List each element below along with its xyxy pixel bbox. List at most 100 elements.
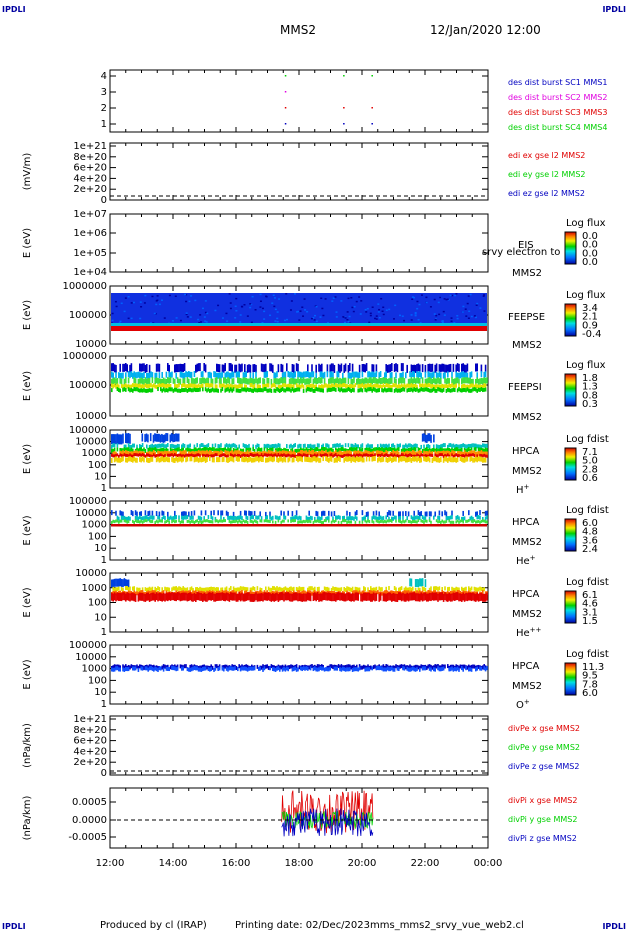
spectrogram-cell [188,519,190,523]
spectrogram-cell [342,316,345,318]
spectrogram-cell [287,667,289,672]
spectrogram-cell [276,457,278,463]
spacecraft-label-eis: MMS2 [512,268,542,279]
spectrogram-cell [358,371,361,378]
spectrogram-cell [368,520,371,524]
spectrogram-cell [143,593,145,602]
spectrogram-cell [379,371,382,378]
spectrogram-cell [158,519,161,523]
spectrogram-cell [273,388,275,393]
spectrogram-cell [228,443,231,448]
spectrogram-cell [402,444,404,449]
spectrogram-cell [263,384,266,389]
spectrogram-cell [262,388,264,393]
spectrogram-cell [395,387,397,392]
spectrogram-cell [155,454,158,458]
species-charge: + [524,698,530,706]
spectrogram-cell [435,519,438,523]
spectrogram-cell [337,515,340,520]
spectrogram-cell [407,587,410,592]
spectrogram-cell [237,453,239,457]
spectrogram-cell [266,592,268,601]
spectrogram-cell [458,520,460,524]
spectrogram-cell [126,447,128,452]
spectrogram-cell [119,372,121,379]
spectrogram-cell [287,510,289,516]
spectrogram-cell [368,383,371,388]
spectrogram-cell [484,364,487,373]
spectrogram-cell [447,587,449,592]
spectrogram-cell [130,451,133,457]
spectrogram-cell [455,586,457,591]
spectrogram-cell [407,665,410,670]
spectrogram-cell [411,298,414,300]
spectrogram-cell [316,443,319,448]
spectrogram-cell [119,665,121,670]
spectrogram-cell [400,363,403,372]
spectrogram-cell [246,667,249,672]
spectrogram-cell [189,520,191,524]
spectrogram-cell [221,317,224,319]
spectrogram-cell [463,593,466,602]
spectrogram-cell [388,443,390,448]
spectrogram-cell [454,384,456,389]
spectrogram-cell [255,371,257,378]
spectrogram-cell [227,667,229,672]
spectrogram-cell [349,384,351,389]
spectrogram-cell [127,387,130,392]
spectrogram-cell [148,378,151,385]
spectrogram-cell [265,387,267,392]
spectrogram-cell [134,510,137,516]
spectrogram-cell [133,377,135,384]
spectrogram-cell [410,667,413,672]
spectrogram-cell [126,457,128,463]
spectrogram-cell [232,586,235,591]
spectrogram-cell [413,387,415,392]
spectrogram-cell [452,457,455,463]
spectrogram-cell [395,448,397,453]
spectrogram-cell [193,454,196,458]
spectrogram-cell [274,665,277,670]
spectrogram-cell [157,378,159,385]
spectrogram-cell [351,586,354,591]
spectrogram-cell [470,371,473,378]
spectrogram-cell [165,587,168,592]
spectrogram-cell [300,587,302,592]
spectrogram-cell [315,451,317,457]
spectrogram-cell [284,586,287,591]
spectrogram-cell [381,591,383,596]
spectrogram-cell [409,371,411,378]
spectrogram-cell [461,454,463,458]
spectrogram-cell [207,451,210,457]
spectrogram-cell [443,298,446,300]
spectrogram-cell [123,387,126,392]
spectrogram-cell [353,305,356,308]
spectrogram-cell [300,593,302,602]
spectrogram-cell [155,592,158,601]
spectrogram-cell [153,664,155,669]
spectrogram-cell [276,454,278,458]
spectrogram-cell [445,298,448,301]
spectrogram-cell [329,447,331,452]
spectrogram-cell [312,371,315,378]
spectrogram-cell [274,308,277,311]
spectrogram-cell [402,453,404,457]
spectrogram-cell [330,371,333,378]
spectrogram-cell [302,450,305,456]
spectrogram-cell [245,454,247,458]
spectrogram-cell [162,592,165,601]
spectrogram-cell [441,321,444,323]
spectrogram-cell [470,450,473,456]
spectrogram-cell [260,453,263,457]
spectrogram-cell [470,586,473,591]
spectrogram-cell [167,511,169,517]
spectrogram-cell [353,667,355,672]
spectrogram-cell [298,590,301,595]
spectrogram-cell [456,444,459,449]
spectrogram-cell [241,387,243,392]
spectrogram-cell [465,456,467,462]
spectrogram-cell [379,666,382,671]
spectrogram-cell [419,450,421,456]
spectrogram-cell [469,587,471,592]
spectrogram-cell [427,371,429,378]
